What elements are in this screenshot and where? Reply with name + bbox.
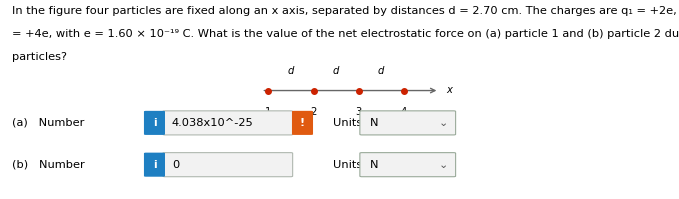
Text: particles?: particles? bbox=[12, 52, 67, 62]
Text: = +4e, with e = 1.60 × 10⁻¹⁹ C. What is the value of the net electrostatic force: = +4e, with e = 1.60 × 10⁻¹⁹ C. What is … bbox=[12, 29, 679, 39]
Text: i: i bbox=[153, 118, 156, 128]
Text: d: d bbox=[287, 66, 294, 76]
Text: ⌄: ⌄ bbox=[439, 160, 448, 170]
Text: 1: 1 bbox=[265, 107, 272, 117]
Text: (a)   Number: (a) Number bbox=[12, 118, 85, 128]
Text: (b)   Number: (b) Number bbox=[12, 160, 85, 170]
Text: !: ! bbox=[300, 118, 305, 128]
Text: i: i bbox=[153, 160, 156, 170]
FancyBboxPatch shape bbox=[144, 153, 165, 177]
Text: ⌄: ⌄ bbox=[439, 118, 448, 128]
Text: 4.038x10^-25: 4.038x10^-25 bbox=[172, 118, 253, 128]
Text: Units: Units bbox=[333, 118, 362, 128]
Text: d: d bbox=[333, 66, 340, 76]
Text: N: N bbox=[370, 118, 379, 128]
FancyBboxPatch shape bbox=[360, 111, 456, 135]
Text: x: x bbox=[446, 85, 452, 95]
FancyBboxPatch shape bbox=[292, 111, 313, 135]
Text: d: d bbox=[378, 66, 384, 76]
Text: In the figure four particles are fixed along an x axis, separated by distances d: In the figure four particles are fixed a… bbox=[12, 6, 679, 16]
Text: 0: 0 bbox=[172, 160, 179, 170]
Text: Units: Units bbox=[333, 160, 362, 170]
FancyBboxPatch shape bbox=[163, 153, 293, 177]
FancyBboxPatch shape bbox=[360, 153, 456, 177]
FancyBboxPatch shape bbox=[144, 111, 165, 135]
Text: 2: 2 bbox=[310, 107, 317, 117]
Text: N: N bbox=[370, 160, 379, 170]
FancyBboxPatch shape bbox=[163, 111, 293, 135]
Text: 3: 3 bbox=[355, 107, 362, 117]
Text: 4: 4 bbox=[401, 107, 407, 117]
